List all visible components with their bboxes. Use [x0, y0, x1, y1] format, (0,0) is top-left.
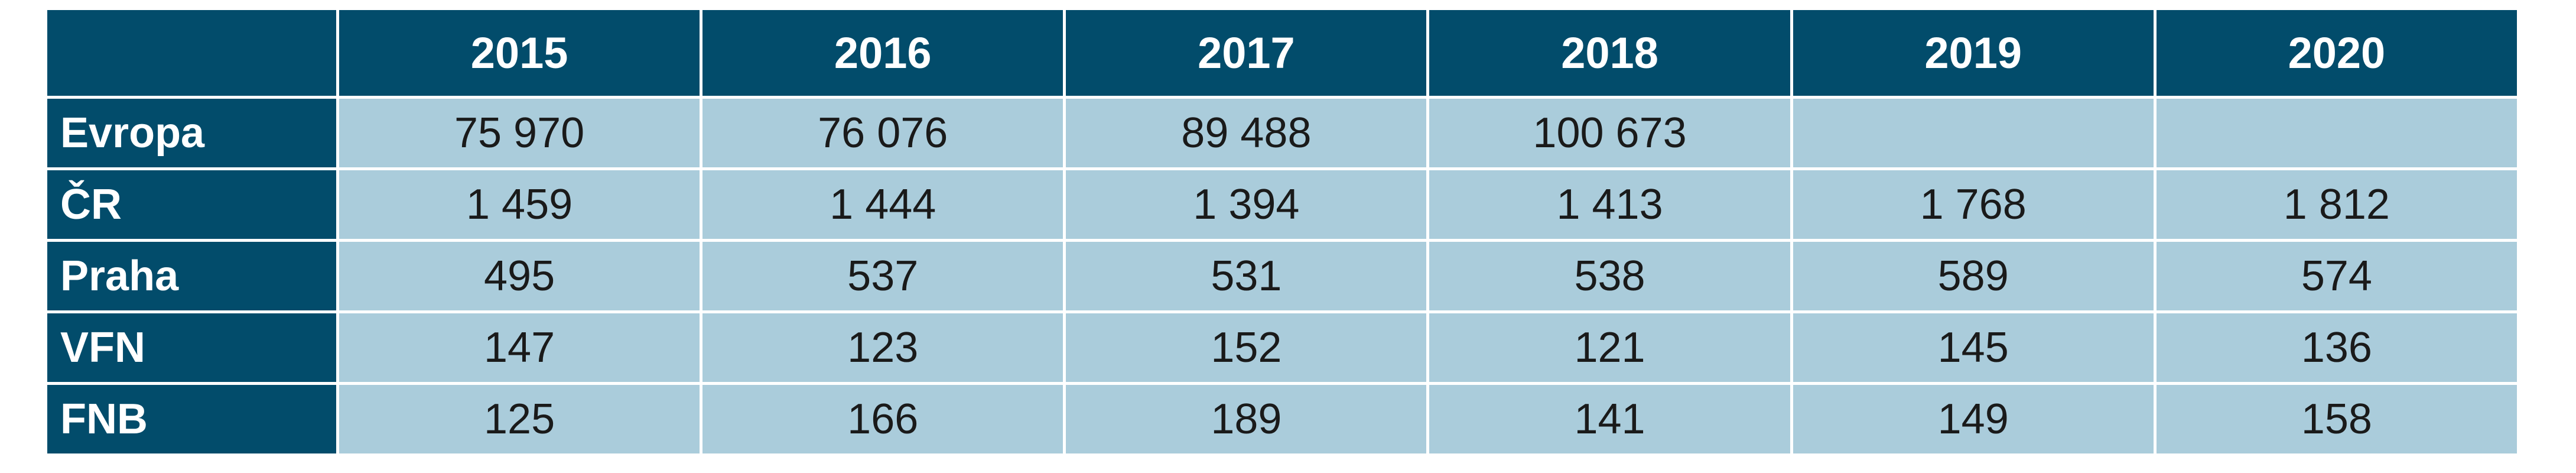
row-label-cr: ČR [44, 167, 339, 242]
table-row-vfn: VFN 147 123 152 121 145 136 [44, 310, 2520, 385]
table-cell [1790, 96, 2157, 170]
column-header-2018: 2018 [1426, 7, 1793, 99]
table-cell: 141 [1426, 382, 1793, 456]
header-row: 2015 2016 2017 2018 2019 2020 [44, 7, 2520, 99]
data-table-container: 2015 2016 2017 2018 2019 2020 Evropa 75 … [44, 7, 2520, 456]
table-cell: 149 [1790, 382, 2157, 456]
table-cell: 121 [1426, 310, 1793, 385]
corner-cell [44, 7, 339, 99]
table-cell: 1 394 [1063, 167, 1430, 242]
table-cell: 1 444 [700, 167, 1066, 242]
table-cell: 147 [336, 310, 703, 385]
row-label-praha: Praha [44, 239, 339, 313]
table-row-fnb: FNB 125 166 189 141 149 158 [44, 382, 2520, 456]
table-cell: 166 [700, 382, 1066, 456]
table-cell: 100 673 [1426, 96, 1793, 170]
column-header-2019: 2019 [1790, 7, 2157, 99]
table-cell: 189 [1063, 382, 1430, 456]
table-cell: 495 [336, 239, 703, 313]
column-header-2015: 2015 [336, 7, 703, 99]
data-table: 2015 2016 2017 2018 2019 2020 Evropa 75 … [44, 7, 2520, 456]
table-cell: 152 [1063, 310, 1430, 385]
column-header-2020: 2020 [2153, 7, 2520, 99]
table-cell: 538 [1426, 239, 1793, 313]
table-cell: 1 768 [1790, 167, 2157, 242]
table-cell: 75 970 [336, 96, 703, 170]
column-header-2017: 2017 [1063, 7, 1430, 99]
table-cell: 123 [700, 310, 1066, 385]
table-cell: 76 076 [700, 96, 1066, 170]
row-label-fnb: FNB [44, 382, 339, 456]
table-cell: 589 [1790, 239, 2157, 313]
table-cell: 1 459 [336, 167, 703, 242]
table-cell: 158 [2153, 382, 2520, 456]
table-cell: 1 413 [1426, 167, 1793, 242]
table-cell: 537 [700, 239, 1066, 313]
table-cell: 531 [1063, 239, 1430, 313]
table-row-praha: Praha 495 537 531 538 589 574 [44, 239, 2520, 313]
table-row-cr: ČR 1 459 1 444 1 394 1 413 1 768 1 812 [44, 167, 2520, 242]
table-cell: 574 [2153, 239, 2520, 313]
table-cell [2153, 96, 2520, 170]
column-header-2016: 2016 [700, 7, 1066, 99]
table-cell: 125 [336, 382, 703, 456]
table-cell: 89 488 [1063, 96, 1430, 170]
table-cell: 145 [1790, 310, 2157, 385]
table-cell: 136 [2153, 310, 2520, 385]
row-label-evropa: Evropa [44, 96, 339, 170]
table-cell: 1 812 [2153, 167, 2520, 242]
row-label-vfn: VFN [44, 310, 339, 385]
table-row-evropa: Evropa 75 970 76 076 89 488 100 673 [44, 96, 2520, 170]
